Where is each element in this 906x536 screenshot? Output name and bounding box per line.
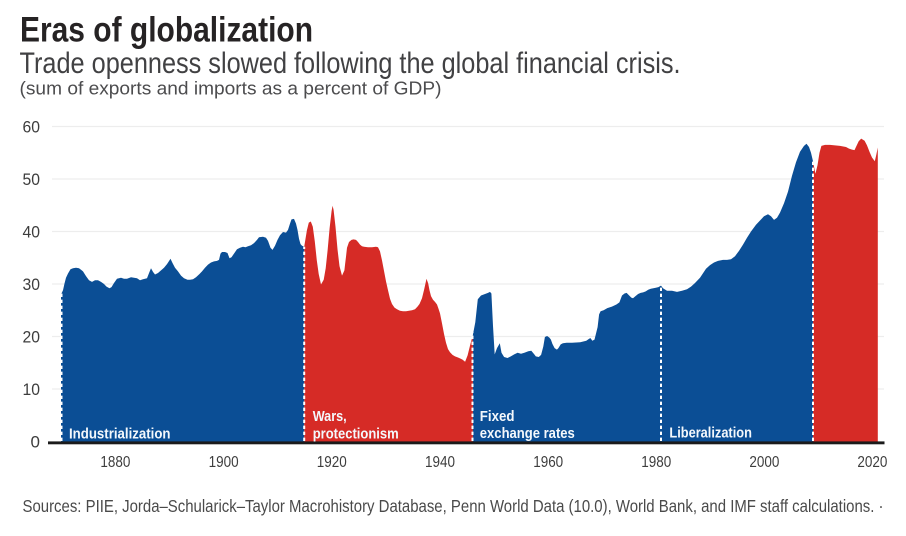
svg-text:1980: 1980	[641, 454, 671, 471]
svg-text:Eras of globalization: Eras of globalization	[20, 10, 313, 50]
svg-text:Sources: PIIE, Jorda–Schularic: Sources: PIIE, Jorda–Schularick–Taylor M…	[23, 496, 884, 516]
svg-text:Industrialization: Industrialization	[69, 426, 171, 443]
svg-text:1940: 1940	[425, 454, 455, 471]
svg-text:50: 50	[23, 170, 41, 189]
svg-text:60: 60	[23, 118, 41, 137]
svg-text:2020: 2020	[857, 454, 887, 471]
svg-text:1900: 1900	[209, 454, 239, 471]
svg-text:Trade openness slowed followin: Trade openness slowed following the glob…	[20, 47, 681, 80]
svg-text:20: 20	[23, 328, 41, 347]
svg-text:2000: 2000	[749, 454, 779, 471]
svg-text:protectionism: protectionism	[313, 426, 399, 443]
svg-text:Fixed: Fixed	[480, 408, 515, 425]
svg-text:1960: 1960	[533, 454, 563, 471]
svg-text:1880: 1880	[100, 454, 130, 471]
svg-text:0: 0	[31, 433, 40, 452]
svg-text:Liberalization: Liberalization	[669, 425, 752, 442]
svg-text:Wars,: Wars,	[313, 408, 347, 425]
svg-text:30: 30	[23, 275, 41, 294]
svg-text:40: 40	[23, 223, 41, 242]
svg-text:10: 10	[23, 380, 41, 399]
svg-text:1920: 1920	[317, 454, 347, 471]
svg-text:exchange rates: exchange rates	[480, 425, 575, 442]
svg-text:(sum of exports and imports as: (sum of exports and imports as a percent…	[20, 79, 442, 99]
